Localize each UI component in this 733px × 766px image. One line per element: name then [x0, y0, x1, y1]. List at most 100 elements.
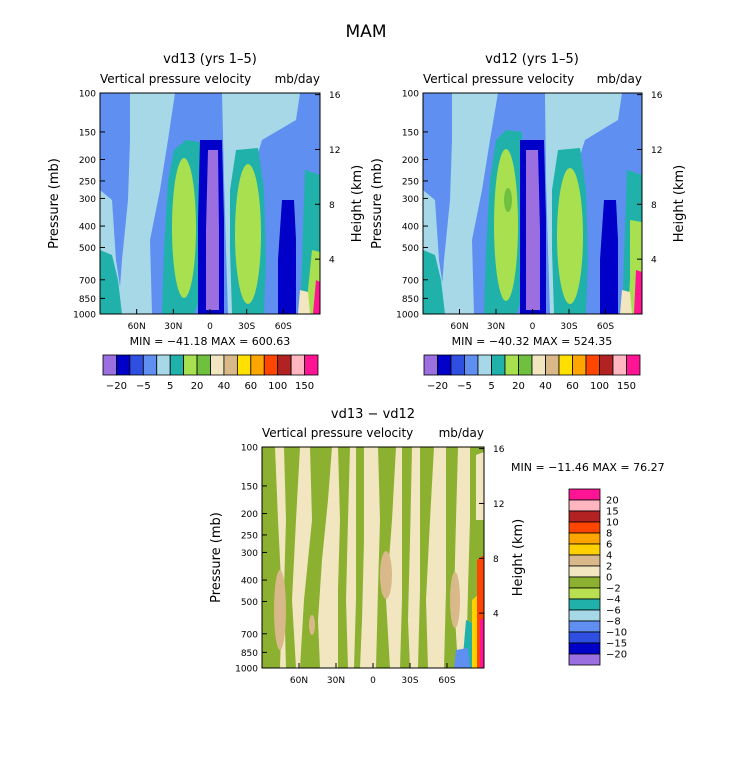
- legend-label: 20: [606, 496, 619, 507]
- y2-axis-label: Height (km): [672, 165, 687, 242]
- x-tick-label: 60N: [290, 676, 308, 686]
- x-tick-label: 0: [530, 322, 536, 332]
- axes: 100 150 200 250 300 400 500 700 850 1000 16 12 8 4 60N…: [73, 90, 341, 333]
- y2-tick-label: 12: [329, 146, 340, 156]
- legend-label: 4: [606, 551, 612, 562]
- y-tick-label: 500: [241, 598, 258, 608]
- panel-subtitle-left: Vertical pressure velocity: [262, 426, 413, 440]
- legend-swatch: [477, 354, 492, 376]
- legend-label: 100: [590, 381, 609, 392]
- legend-label: 5: [167, 381, 173, 392]
- legend-swatch: [568, 642, 601, 655]
- legend-swatch: [599, 354, 614, 376]
- contour-field: [423, 93, 642, 314]
- legend-swatch: [531, 354, 546, 376]
- legend-label: 40: [218, 381, 231, 392]
- panel-difference: vd13 − vd12 Vertical pressure velocity m…: [209, 407, 665, 686]
- legend-swatch: [568, 521, 601, 534]
- y-tick-label: 250: [79, 177, 96, 187]
- legend-label: 20: [191, 381, 204, 392]
- y-tick-label: 300: [241, 549, 258, 559]
- legend-swatch: [626, 354, 641, 376]
- axes: 100 150 200 250 300 400 500 700 850 1000 16 12 8 4 60N…: [235, 444, 505, 687]
- legend-swatch: [572, 354, 587, 376]
- x-tick-label: 60S: [597, 322, 614, 332]
- legend-swatch: [116, 354, 131, 376]
- panel-title: vd13 (yrs 1–5): [163, 52, 257, 67]
- y2-tick-label: 4: [651, 256, 657, 266]
- legend-swatch: [210, 354, 225, 376]
- legend-swatch: [568, 554, 601, 567]
- y-tick-label: 700: [241, 630, 258, 640]
- legend-swatch: [568, 576, 601, 589]
- y-tick-label: 200: [241, 510, 258, 520]
- min-max-text: MIN = −40.32 MAX = 524.35: [452, 335, 613, 348]
- legend-swatch: [504, 354, 519, 376]
- y-tick-label: 200: [79, 156, 96, 166]
- legend-swatch: [568, 565, 601, 578]
- y2-axis-label: Height (km): [511, 519, 526, 596]
- legend-label: 60: [244, 381, 257, 392]
- x-tick-label: 0: [370, 676, 376, 686]
- legend-label: −8: [606, 617, 621, 628]
- legend-swatch: [223, 354, 238, 376]
- y-tick-label: 700: [79, 276, 96, 286]
- min-max-text: MIN = −11.46 MAX = 76.27: [511, 461, 665, 474]
- legend-label: 15: [606, 507, 619, 518]
- legend-swatch: [568, 598, 601, 611]
- legend-label: −20: [427, 381, 448, 392]
- panel-title: vd12 (yrs 1–5): [485, 52, 579, 67]
- legend-swatch: [142, 354, 158, 376]
- legend-swatch: [568, 499, 601, 512]
- legend-swatch: [423, 354, 438, 376]
- y-tick-label: 100: [79, 90, 96, 100]
- panel-subtitle-left: Vertical pressure velocity: [100, 72, 251, 86]
- legend-swatch: [304, 354, 319, 376]
- legend-swatch: [518, 354, 533, 376]
- legend-swatch: [568, 510, 601, 523]
- legend-swatch: [277, 354, 292, 376]
- y-tick-label: 150: [402, 128, 419, 138]
- y-tick-label: 400: [402, 223, 419, 233]
- legend-swatch: [568, 631, 601, 644]
- panel-vd12: vd12 (yrs 1–5) Vertical pressure velocit…: [370, 52, 687, 392]
- legend-label: −6: [606, 606, 621, 617]
- y-axis-label: Pressure (mb): [370, 158, 385, 249]
- y2-tick-label: 4: [493, 610, 499, 620]
- y-tick-label: 300: [402, 195, 419, 205]
- y-tick-label: 100: [402, 90, 419, 100]
- y2-tick-label: 8: [329, 201, 335, 211]
- y2-tick-label: 12: [651, 146, 662, 156]
- legend-swatch: [612, 354, 627, 376]
- y-tick-label: 300: [79, 195, 96, 205]
- y-axis-label: Pressure (mb): [209, 512, 224, 603]
- legend-label: −20: [606, 650, 627, 661]
- color-legend: −20 −5 5 20 40 60 100 150: [102, 354, 319, 392]
- legend-swatch: [568, 532, 601, 545]
- legend-label: 5: [488, 381, 494, 392]
- legend-swatch: [102, 354, 117, 376]
- x-tick-label: 30S: [560, 322, 577, 332]
- axes: 100 150 200 250 300 400 500 700 850 1000 16 12 8 4 60N…: [396, 90, 663, 333]
- x-tick-label: 30N: [327, 676, 345, 686]
- contour-field: [100, 93, 320, 314]
- x-tick-label: 60S: [275, 322, 292, 332]
- x-tick-label: 60N: [128, 322, 146, 332]
- legend-swatch: [196, 354, 211, 376]
- legend-swatch: [568, 653, 601, 666]
- y2-tick-label: 16: [651, 91, 663, 101]
- x-tick-label: 30N: [164, 322, 182, 332]
- legend-label: 150: [617, 381, 636, 392]
- legend-label: 6: [606, 540, 612, 551]
- legend-label: −5: [136, 381, 151, 392]
- panel-subtitle-right: mb/day: [597, 72, 642, 86]
- legend-label: 0: [606, 573, 612, 584]
- legend-swatch: [568, 543, 601, 556]
- color-legend: −20 −5 5 20 40 60 100 150: [423, 354, 641, 392]
- legend-swatch: [491, 354, 506, 376]
- y-tick-label: 850: [79, 295, 96, 305]
- y-tick-label: 500: [79, 244, 96, 254]
- x-tick-label: 60S: [438, 676, 455, 686]
